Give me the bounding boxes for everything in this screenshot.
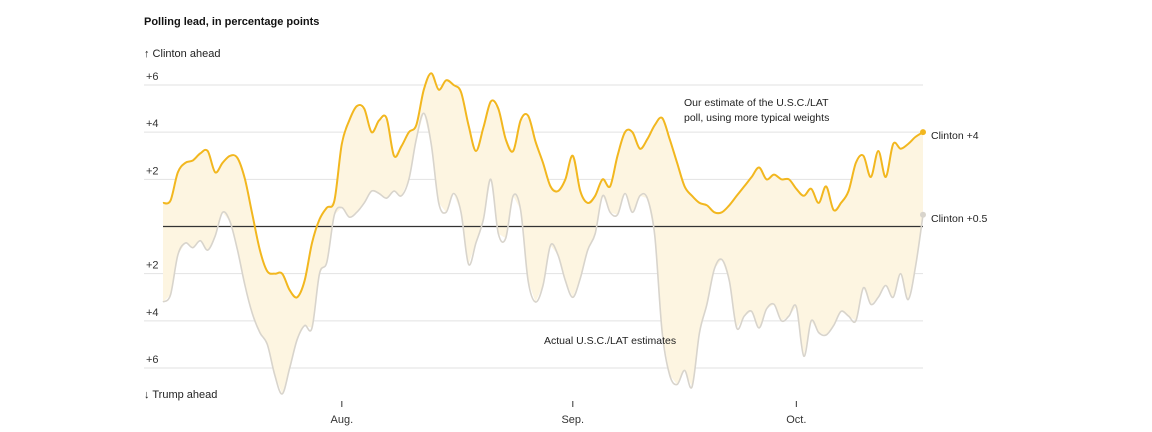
estimate-annotation-line1: Our estimate of the U.S.C./LAT	[684, 97, 829, 109]
x-tick-label-0: Aug.	[331, 414, 354, 426]
end-label-actual: Clinton +0.5	[931, 213, 987, 225]
y-tick-label-1: +4	[146, 118, 159, 130]
y-tick-label-3: +2	[146, 260, 159, 272]
x-tick-label-1: Sep.	[561, 414, 584, 426]
estimate-annotation-line2: poll, using more typical weights	[684, 112, 829, 124]
series-lines	[162, 72, 926, 395]
chart-title: Polling lead, in percentage points	[144, 16, 319, 28]
y-tick-label-0: +6	[146, 71, 159, 83]
y-tick-label-2: +2	[146, 165, 159, 177]
estimate-end-dot	[920, 129, 926, 136]
gap-fill-polygon	[163, 73, 923, 394]
clinton-ahead-label: ↑ Clinton ahead	[144, 48, 220, 60]
gap-fill-area	[163, 73, 923, 394]
x-axis-ticks: Aug. Sep. Oct.	[331, 401, 806, 426]
end-label-estimate: Clinton +4	[931, 130, 979, 142]
y-tick-label-5: +6	[146, 354, 159, 366]
actual-estimates-line	[162, 112, 924, 395]
x-tick-label-2: Oct.	[786, 414, 806, 426]
y-tick-label-4: +4	[146, 307, 159, 319]
actual-annotation: Actual U.S.C./LAT estimates	[544, 335, 676, 347]
y-axis-ticks: +6 +4 +2 +2 +4 +6	[146, 71, 159, 366]
reweighted-estimate-line	[162, 72, 924, 299]
actual-end-dot	[920, 211, 926, 218]
trump-ahead-label: ↓ Trump ahead	[144, 389, 217, 401]
